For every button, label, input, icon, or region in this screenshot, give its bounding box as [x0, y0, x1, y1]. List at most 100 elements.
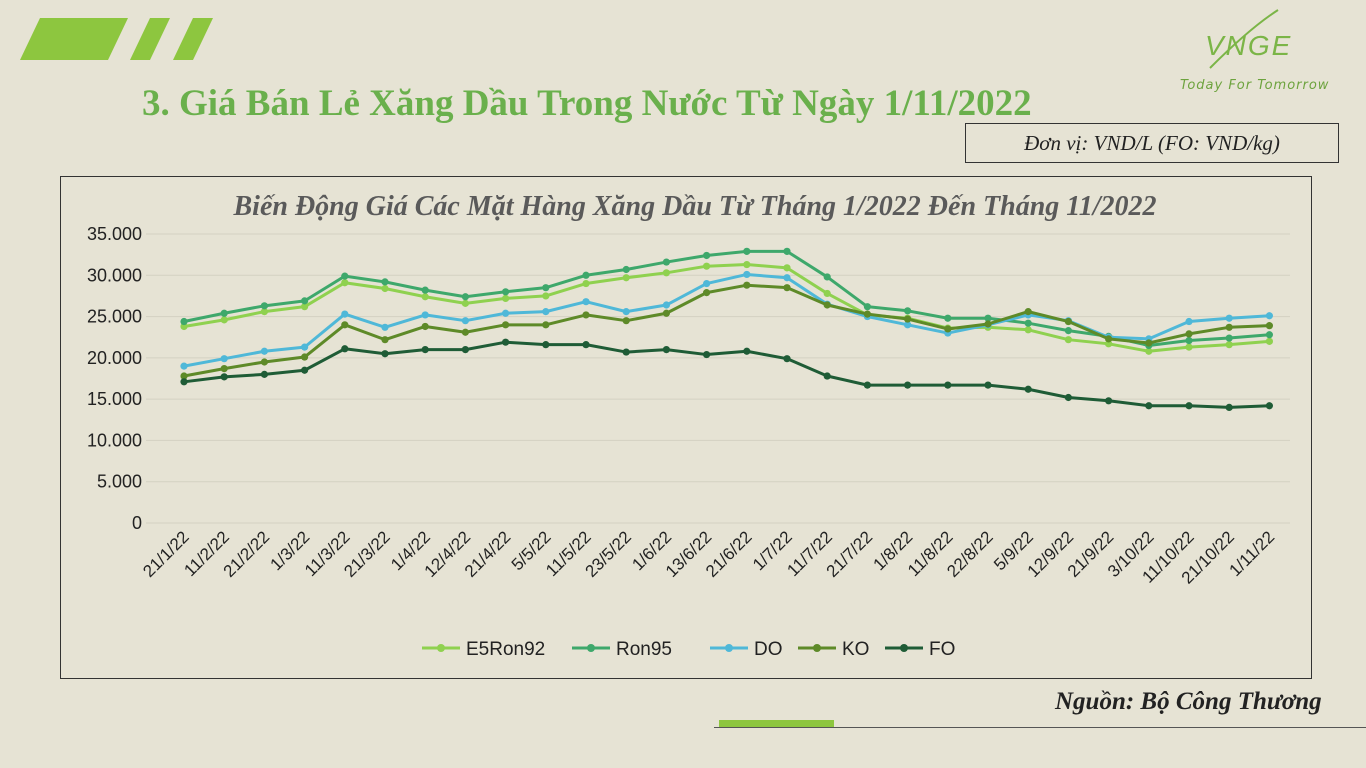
data-point: [823, 273, 831, 281]
data-point: [703, 262, 711, 270]
x-tick-label: 21/3/22: [340, 527, 394, 581]
data-point: [904, 321, 912, 329]
legend-label: KO: [842, 639, 869, 660]
data-point: [863, 310, 872, 318]
data-point: [984, 381, 992, 389]
data-point: [984, 320, 992, 328]
line-chart: 0 5.000 10.000 15.000 20.000 25.000 30.000 35.0…: [87, 224, 1290, 660]
legend-marker: [900, 644, 908, 652]
data-point: [783, 284, 791, 292]
data-point: [1024, 319, 1032, 327]
data-point: [703, 251, 711, 260]
logo-text: VNGE: [1205, 30, 1293, 61]
y-tick-label: 15.000: [87, 389, 142, 409]
data-point: [381, 336, 389, 344]
data-point: [622, 348, 630, 356]
footer-divider: [714, 727, 1366, 728]
data-point: [743, 247, 751, 255]
data-point: [944, 381, 952, 389]
data-point: [1145, 402, 1153, 410]
data-point: [220, 309, 228, 317]
data-point: [1145, 339, 1153, 347]
chart-frame: [60, 176, 1312, 679]
page-title: 3. Giá Bán Lẻ Xăng Dầu Trong Nước Từ Ngà…: [142, 83, 1032, 124]
series-line: [183, 340, 1270, 409]
data-point: [823, 301, 831, 309]
data-point: [220, 364, 228, 373]
data-point: [703, 289, 711, 297]
data-point: [542, 321, 550, 329]
data-point: [260, 358, 268, 366]
data-point: [1225, 323, 1233, 331]
data-point: [341, 279, 349, 287]
data-point: [662, 346, 671, 354]
x-tick-label: 23/5/22: [581, 527, 635, 581]
data-point: [622, 317, 630, 325]
data-point: [1225, 314, 1233, 322]
data-point: [502, 321, 510, 329]
data-point: [381, 278, 389, 286]
data-point: [1064, 317, 1072, 326]
data-point: [743, 270, 751, 279]
data-point: [341, 345, 349, 353]
data-point: [502, 338, 510, 346]
data-point: [421, 311, 429, 319]
series-line: [183, 263, 1270, 353]
data-point: [1064, 336, 1072, 344]
data-point: [542, 341, 550, 349]
data-point: [1105, 335, 1113, 343]
data-point: [502, 288, 510, 296]
data-point: [381, 350, 389, 358]
data-point: [502, 294, 510, 303]
data-point: [260, 370, 268, 378]
y-tick-label: 25.000: [87, 307, 142, 327]
data-point: [502, 309, 510, 317]
data-point: [461, 317, 469, 325]
legend-label: E5Ron92: [466, 639, 545, 660]
data-point: [743, 281, 751, 289]
legend-label: DO: [754, 639, 783, 660]
data-point: [1225, 334, 1233, 342]
legend-marker: [725, 644, 733, 652]
data-point: [582, 279, 590, 288]
data-point: [1105, 397, 1113, 405]
data-point: [220, 316, 228, 324]
data-point: [301, 297, 309, 305]
y-tick-label: 35.000: [87, 224, 142, 244]
data-point: [421, 293, 429, 301]
data-point: [301, 353, 309, 361]
chart-title: Biến Động Giá Các Mặt Hàng Xăng Dầu Từ T…: [233, 191, 1157, 222]
data-point: [1064, 393, 1072, 402]
data-point: [180, 378, 188, 386]
data-point: [341, 321, 349, 329]
data-point: [301, 366, 309, 374]
logo-tagline: Today For Tomorrow: [1180, 78, 1330, 93]
data-point: [582, 311, 590, 319]
data-point: [461, 299, 469, 307]
data-point: [582, 341, 590, 349]
data-point: [703, 350, 711, 359]
data-point: [1265, 322, 1273, 330]
data-point: [823, 289, 831, 298]
data-point: [341, 310, 349, 318]
data-point: [622, 308, 630, 316]
data-point: [1265, 402, 1273, 410]
data-point: [180, 322, 188, 331]
data-point: [542, 292, 550, 300]
data-point: [1185, 336, 1193, 345]
data-point: [1265, 312, 1273, 320]
data-point: [421, 346, 429, 354]
data-point: [461, 346, 469, 354]
legend-label: FO: [929, 639, 955, 660]
data-point: [662, 258, 671, 266]
data-point: [944, 314, 952, 322]
data-point: [1265, 331, 1273, 339]
data-point: [301, 343, 309, 351]
data-point: [703, 279, 711, 288]
data-point: [743, 260, 751, 269]
data-point: [220, 373, 228, 381]
data-point: [582, 298, 590, 306]
data-point: [260, 302, 268, 310]
y-tick-label: 10.000: [87, 430, 142, 450]
source-note: Nguồn: Bộ Công Thương: [1055, 688, 1322, 715]
